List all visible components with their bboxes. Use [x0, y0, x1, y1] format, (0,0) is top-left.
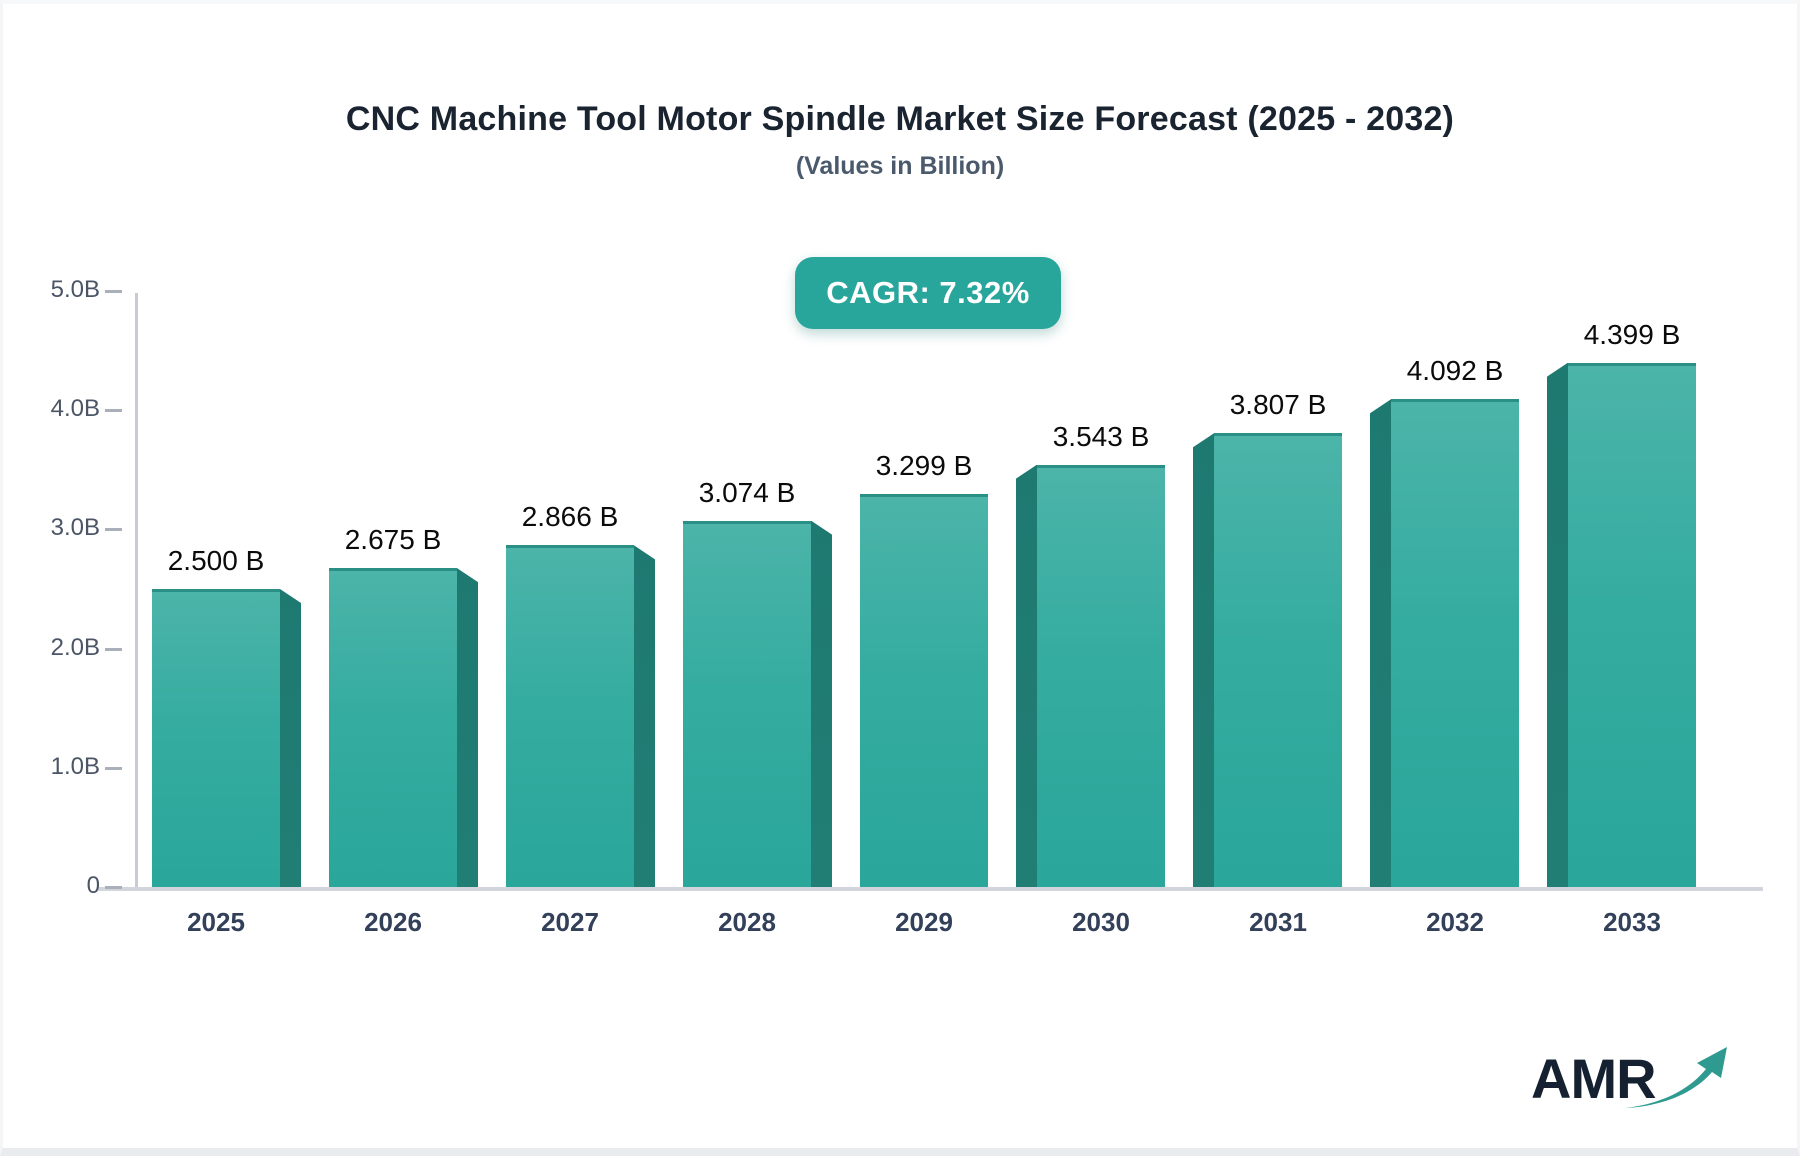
growth-arrow-icon [1625, 1047, 1727, 1108]
y-axis-tick-label: 0 [86, 872, 100, 899]
x-axis-label: 2031 [1249, 907, 1307, 937]
cagr-badge-label: CAGR: 7.32% [826, 275, 1030, 310]
y-axis-tick-mark [105, 647, 122, 651]
brand-logo-text: AMR [1531, 1047, 1657, 1110]
bar-value-label: 3.807 B [1229, 389, 1327, 421]
y-axis-tick-label: 1.0B [50, 752, 100, 780]
bar-2026 [329, 568, 457, 887]
chart-subtitle: (Values in Billion) [795, 152, 1005, 180]
bar-3d-side [280, 589, 301, 887]
y-axis-tick-label: 2.0B [50, 633, 100, 661]
bar-value-label: 3.543 B [1052, 420, 1150, 452]
bar-2029 [860, 493, 988, 887]
y-axis-tick-label: 5.0B [50, 276, 100, 303]
x-axis-baseline [98, 887, 1763, 891]
bar-value-label: 4.399 B [1583, 318, 1681, 350]
bar-value-label: 2.866 B [521, 501, 619, 533]
chart-title: CNC Machine Tool Motor Spindle Market Si… [345, 100, 1455, 138]
chart-area: 5.0B 4.0B 3.0B 2.0B 1.0B 0 2.500 B 2025 2.675 B 2… [3, 4, 1797, 1148]
bar-3d-side [457, 568, 478, 887]
x-axis-label: 2027 [541, 907, 599, 937]
y-axis-tick-label: 3.0B [50, 514, 100, 542]
bar-3d-side [1370, 399, 1391, 887]
y-axis-tick-label: 4.0B [50, 395, 100, 423]
bar-value-label: 3.074 B [698, 476, 796, 508]
x-axis-label: 2032 [1426, 907, 1484, 937]
x-axis-label: 2025 [187, 907, 245, 937]
y-axis-tick-mark [105, 766, 122, 770]
x-axis-label: 2026 [364, 907, 422, 937]
bar-3d-side [1193, 433, 1214, 887]
bar-2032 [1391, 399, 1519, 887]
y-axis-line [135, 293, 138, 889]
bar-value-label: 2.500 B [167, 545, 265, 576]
y-axis-tick-mark [105, 409, 122, 413]
x-axis-label: 2028 [718, 907, 776, 937]
bar-2031 [1214, 433, 1342, 887]
bar-3d-side [634, 545, 655, 887]
x-axis-label: 2030 [1072, 907, 1130, 937]
y-axis-tick-mark [105, 528, 122, 532]
bar-value-label: 4.092 B [1406, 355, 1504, 387]
bar-3d-side [1016, 464, 1037, 887]
brand-logo: AMR [1531, 1040, 1727, 1120]
bar-2025 [152, 589, 280, 887]
bar-2030 [1037, 464, 1165, 887]
y-axis-tick-mark [105, 886, 122, 889]
bar-3d-side [1547, 362, 1568, 887]
bar-2028 [683, 520, 811, 887]
bar-2027 [506, 545, 634, 887]
bar-3d-side [811, 520, 832, 887]
cagr-badge: CAGR: 7.32% [795, 257, 1061, 329]
bar-2033 [1568, 362, 1696, 887]
bar-value-label: 3.299 B [875, 449, 973, 481]
y-axis-tick-mark [105, 290, 122, 293]
bar-value-label: 2.675 B [344, 524, 442, 556]
x-axis-label: 2033 [1603, 907, 1661, 937]
x-axis-label: 2029 [895, 907, 953, 937]
